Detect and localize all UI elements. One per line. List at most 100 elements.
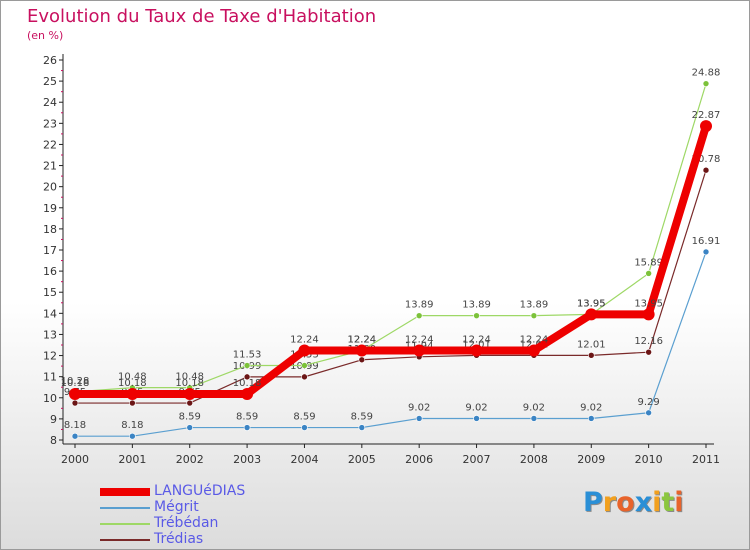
y-tick-label: 14 bbox=[43, 307, 57, 320]
y-tick-label: 25 bbox=[43, 75, 57, 88]
y-tick-label: 11 bbox=[43, 371, 57, 384]
data-label-tr-b-dan: 10.28 bbox=[61, 376, 90, 387]
y-tick-label: 19 bbox=[43, 202, 57, 215]
y-tick-label: 8 bbox=[50, 434, 57, 447]
y-tick-label: 16 bbox=[43, 265, 57, 278]
x-tick-label: 2001 bbox=[118, 453, 146, 466]
data-label-m-grit: 8.59 bbox=[236, 412, 258, 423]
data-point-langu-dias bbox=[585, 308, 598, 321]
legend-item: Trédias bbox=[100, 532, 320, 548]
y-tick-label: 17 bbox=[43, 244, 57, 257]
data-point-langu-dias bbox=[298, 344, 311, 357]
data-point-tr-dias bbox=[71, 399, 79, 407]
data-point-m-grit bbox=[645, 409, 652, 417]
series-line-m-grit bbox=[75, 251, 707, 437]
x-tick-label: 2007 bbox=[463, 453, 491, 466]
data-point-m-grit bbox=[301, 424, 308, 431]
data-point-tr-b-dan bbox=[530, 312, 538, 319]
x-tick-label: 2003 bbox=[233, 453, 261, 466]
y-tick-label: 9 bbox=[50, 413, 57, 426]
data-point-m-grit bbox=[587, 415, 595, 422]
y-tick-label: 20 bbox=[43, 181, 57, 194]
data-point-tr-b-dan bbox=[702, 80, 710, 87]
legend-label: Trébédan bbox=[154, 515, 219, 531]
y-tick-label: 13 bbox=[43, 328, 57, 341]
x-tick-label: 2010 bbox=[635, 453, 663, 466]
chart-subtitle: (en %) bbox=[27, 29, 64, 42]
legend-item: LANGUéDIAS bbox=[100, 484, 320, 500]
data-point-langu-dias bbox=[470, 344, 483, 357]
data-label-tr-b-dan: 12.24 bbox=[347, 334, 376, 345]
data-label-m-grit: 8.59 bbox=[293, 412, 315, 423]
data-label-m-grit: 8.18 bbox=[121, 420, 143, 431]
data-label-tr-b-dan: 10.48 bbox=[118, 372, 147, 383]
data-point-tr-dias bbox=[358, 356, 366, 364]
data-label-m-grit: 9.02 bbox=[523, 402, 545, 413]
data-point-m-grit bbox=[129, 432, 136, 440]
y-tick-label: 15 bbox=[43, 286, 57, 299]
legend-label: Trédias bbox=[154, 531, 204, 547]
data-point-m-grit bbox=[702, 248, 710, 256]
logo-letter: x bbox=[634, 487, 653, 518]
data-point-m-grit bbox=[186, 424, 194, 431]
data-point-m-grit bbox=[71, 432, 79, 440]
y-tick-label: 18 bbox=[43, 223, 57, 236]
data-label-m-grit: 9.02 bbox=[408, 402, 430, 413]
logo-letter: i bbox=[652, 487, 662, 518]
y-tick-label: 24 bbox=[43, 96, 57, 109]
data-point-m-grit bbox=[415, 415, 423, 422]
data-label-m-grit: 8.59 bbox=[179, 412, 201, 423]
series-line-tr-dias bbox=[75, 170, 707, 404]
data-label-tr-b-dan: 13.89 bbox=[405, 300, 434, 311]
data-label-langu-dias: 12.24 bbox=[462, 334, 491, 345]
legend-label: Mégrit bbox=[154, 499, 199, 515]
legend-swatch bbox=[100, 488, 150, 496]
data-label-tr-b-dan: 13.95 bbox=[577, 298, 606, 309]
y-tick-label: 12 bbox=[43, 350, 57, 363]
legend-swatch bbox=[100, 523, 150, 525]
data-point-tr-b-dan bbox=[473, 312, 480, 319]
data-label-langu-dias: 10.18 bbox=[233, 378, 262, 389]
chart-title: Evolution du Taux de Taxe d'Habitation bbox=[27, 6, 377, 27]
y-tick-label: 26 bbox=[43, 54, 57, 67]
logo-letter: o bbox=[616, 487, 635, 518]
data-point-m-grit bbox=[473, 415, 480, 422]
data-point-langu-dias bbox=[642, 308, 655, 321]
data-label-langu-dias: 12.24 bbox=[347, 334, 376, 345]
data-label-langu-dias: 12.24 bbox=[290, 334, 319, 345]
data-point-tr-b-dan bbox=[243, 362, 251, 369]
data-label-tr-dias: 12.16 bbox=[634, 336, 663, 347]
data-label-langu-dias: 10.18 bbox=[175, 378, 204, 389]
data-point-langu-dias bbox=[69, 387, 81, 400]
data-point-tr-dias bbox=[645, 348, 652, 356]
data-label-tr-b-dan: 15.89 bbox=[634, 257, 663, 268]
proxiti-logo: Proxiti bbox=[583, 487, 684, 518]
data-point-tr-dias bbox=[702, 166, 710, 174]
data-label-tr-dias: 12.01 bbox=[577, 339, 606, 350]
data-label-tr-b-dan: 11.53 bbox=[233, 349, 262, 360]
data-label-langu-dias: 12.24 bbox=[405, 334, 434, 345]
data-label-langu-dias: 22.87 bbox=[692, 110, 721, 121]
data-point-langu-dias bbox=[355, 344, 368, 357]
data-point-tr-dias bbox=[301, 373, 308, 381]
data-point-langu-dias bbox=[700, 120, 712, 133]
data-point-langu-dias bbox=[527, 344, 540, 357]
data-label-langu-dias: 12.24 bbox=[520, 334, 549, 345]
series-line-tr-b-dan bbox=[74, 83, 707, 393]
logo-letter: P bbox=[583, 487, 603, 518]
legend-item: Mégrit bbox=[100, 500, 320, 516]
legend-label: LANGUéDIAS bbox=[154, 483, 246, 499]
y-tick-label: 21 bbox=[43, 160, 57, 173]
data-label-m-grit: 9.02 bbox=[465, 402, 487, 413]
logo-letter: i bbox=[674, 487, 684, 518]
data-label-tr-b-dan: 13.89 bbox=[462, 300, 491, 311]
legend-swatch bbox=[100, 539, 150, 541]
x-tick-label: 2005 bbox=[348, 453, 376, 466]
data-point-m-grit bbox=[358, 424, 366, 431]
data-label-m-grit: 8.18 bbox=[64, 420, 86, 431]
legend-swatch bbox=[100, 507, 150, 509]
x-tick-label: 2002 bbox=[176, 453, 204, 466]
series-line-langu-dias bbox=[75, 124, 710, 398]
y-tick-label: 10 bbox=[43, 392, 57, 405]
